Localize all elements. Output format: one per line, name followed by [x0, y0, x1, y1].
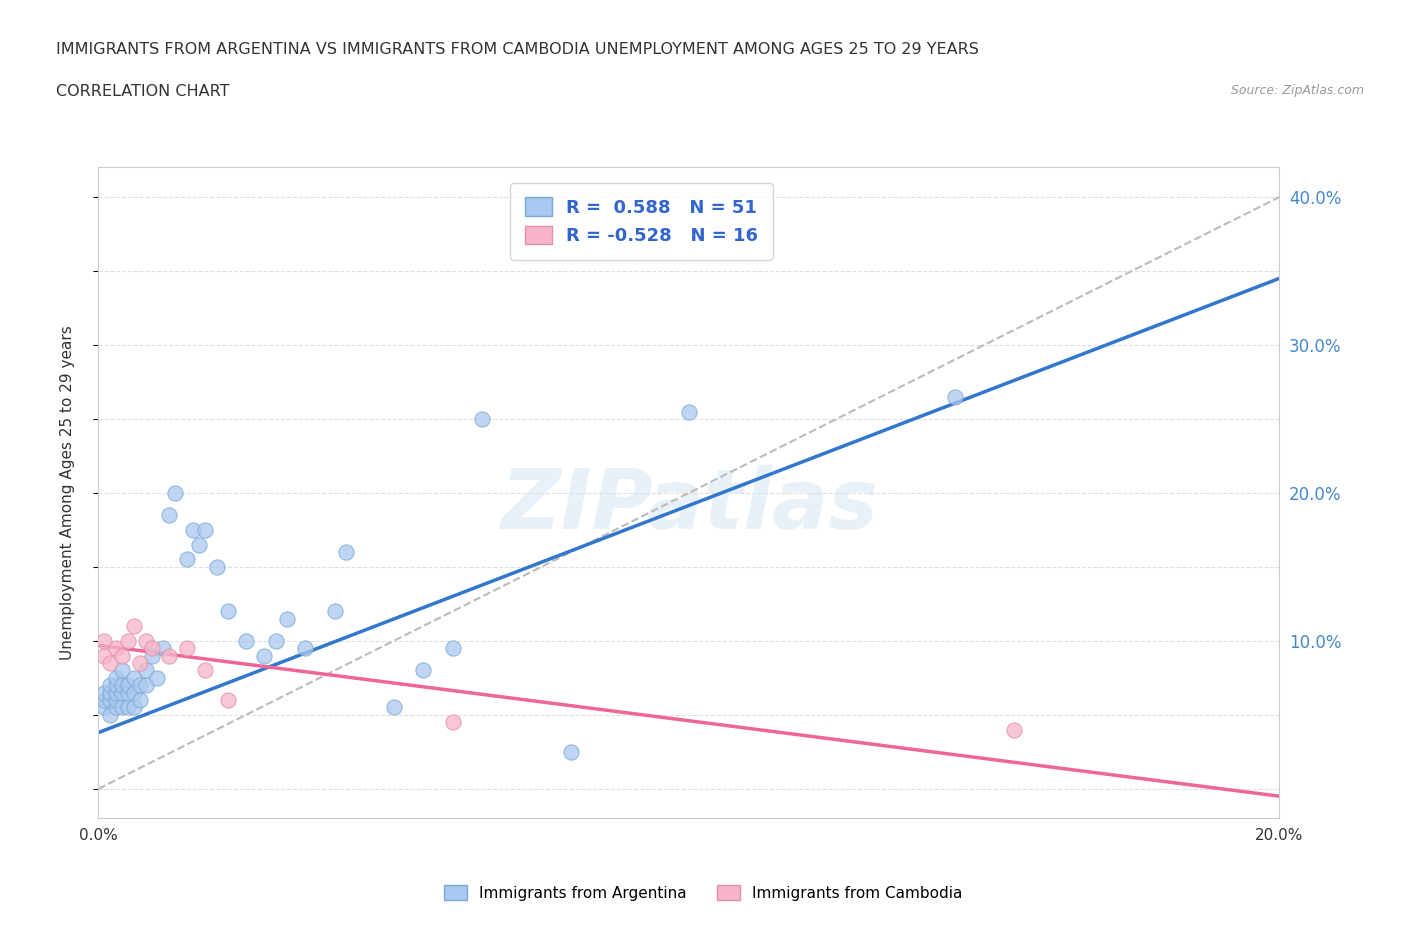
- Point: [181, 523, 204, 538]
- Point: [93, 700, 115, 715]
- Point: [128, 678, 150, 693]
- Point: [122, 685, 145, 700]
- Point: [1002, 723, 1025, 737]
- Point: [111, 663, 134, 678]
- Point: [111, 700, 134, 715]
- Point: [128, 693, 150, 708]
- Point: [98, 708, 121, 723]
- Point: [117, 678, 139, 693]
- Point: [117, 700, 139, 715]
- Point: [678, 405, 700, 419]
- Point: [194, 663, 217, 678]
- Text: Source: ZipAtlas.com: Source: ZipAtlas.com: [1230, 84, 1364, 97]
- Point: [93, 648, 115, 663]
- Point: [294, 641, 316, 656]
- Point: [264, 633, 287, 648]
- Point: [165, 485, 187, 500]
- Text: CORRELATION CHART: CORRELATION CHART: [56, 84, 229, 99]
- Point: [141, 641, 163, 656]
- Point: [135, 633, 157, 648]
- Point: [128, 656, 150, 671]
- Point: [105, 685, 128, 700]
- Point: [176, 641, 198, 656]
- Point: [135, 663, 157, 678]
- Point: [98, 678, 121, 693]
- Point: [205, 560, 228, 575]
- Y-axis label: Unemployment Among Ages 25 to 29 years: Unemployment Among Ages 25 to 29 years: [60, 326, 75, 660]
- Point: [276, 611, 298, 626]
- Legend: Immigrants from Argentina, Immigrants from Cambodia: Immigrants from Argentina, Immigrants fr…: [436, 877, 970, 909]
- Point: [93, 685, 115, 700]
- Point: [323, 604, 346, 618]
- Point: [111, 648, 134, 663]
- Text: IMMIGRANTS FROM ARGENTINA VS IMMIGRANTS FROM CAMBODIA UNEMPLOYMENT AMONG AGES 25: IMMIGRANTS FROM ARGENTINA VS IMMIGRANTS …: [56, 42, 979, 57]
- Point: [105, 678, 128, 693]
- Point: [382, 700, 405, 715]
- Point: [105, 700, 128, 715]
- Point: [105, 641, 128, 656]
- Point: [217, 693, 239, 708]
- Point: [560, 744, 582, 759]
- Point: [176, 552, 198, 567]
- Point: [412, 663, 434, 678]
- Point: [194, 523, 217, 538]
- Point: [122, 671, 145, 685]
- Point: [471, 411, 494, 426]
- Point: [187, 538, 209, 552]
- Point: [141, 648, 163, 663]
- Point: [441, 715, 464, 730]
- Point: [253, 648, 276, 663]
- Point: [943, 390, 966, 405]
- Point: [235, 633, 257, 648]
- Point: [157, 648, 180, 663]
- Point: [441, 641, 464, 656]
- Point: [93, 693, 115, 708]
- Text: ZIPatlas: ZIPatlas: [501, 465, 877, 547]
- Point: [93, 633, 115, 648]
- Point: [98, 656, 121, 671]
- Point: [98, 693, 121, 708]
- Point: [105, 693, 128, 708]
- Point: [157, 508, 180, 523]
- Point: [111, 685, 134, 700]
- Point: [217, 604, 239, 618]
- Point: [117, 633, 139, 648]
- Point: [105, 671, 128, 685]
- Point: [152, 641, 174, 656]
- Point: [98, 685, 121, 700]
- Legend: R =  0.588   N = 51, R = -0.528   N = 16: R = 0.588 N = 51, R = -0.528 N = 16: [510, 183, 773, 259]
- Point: [122, 700, 145, 715]
- Point: [135, 678, 157, 693]
- Point: [122, 618, 145, 633]
- Point: [335, 545, 357, 560]
- Point: [117, 685, 139, 700]
- Point: [146, 671, 169, 685]
- Point: [111, 678, 134, 693]
